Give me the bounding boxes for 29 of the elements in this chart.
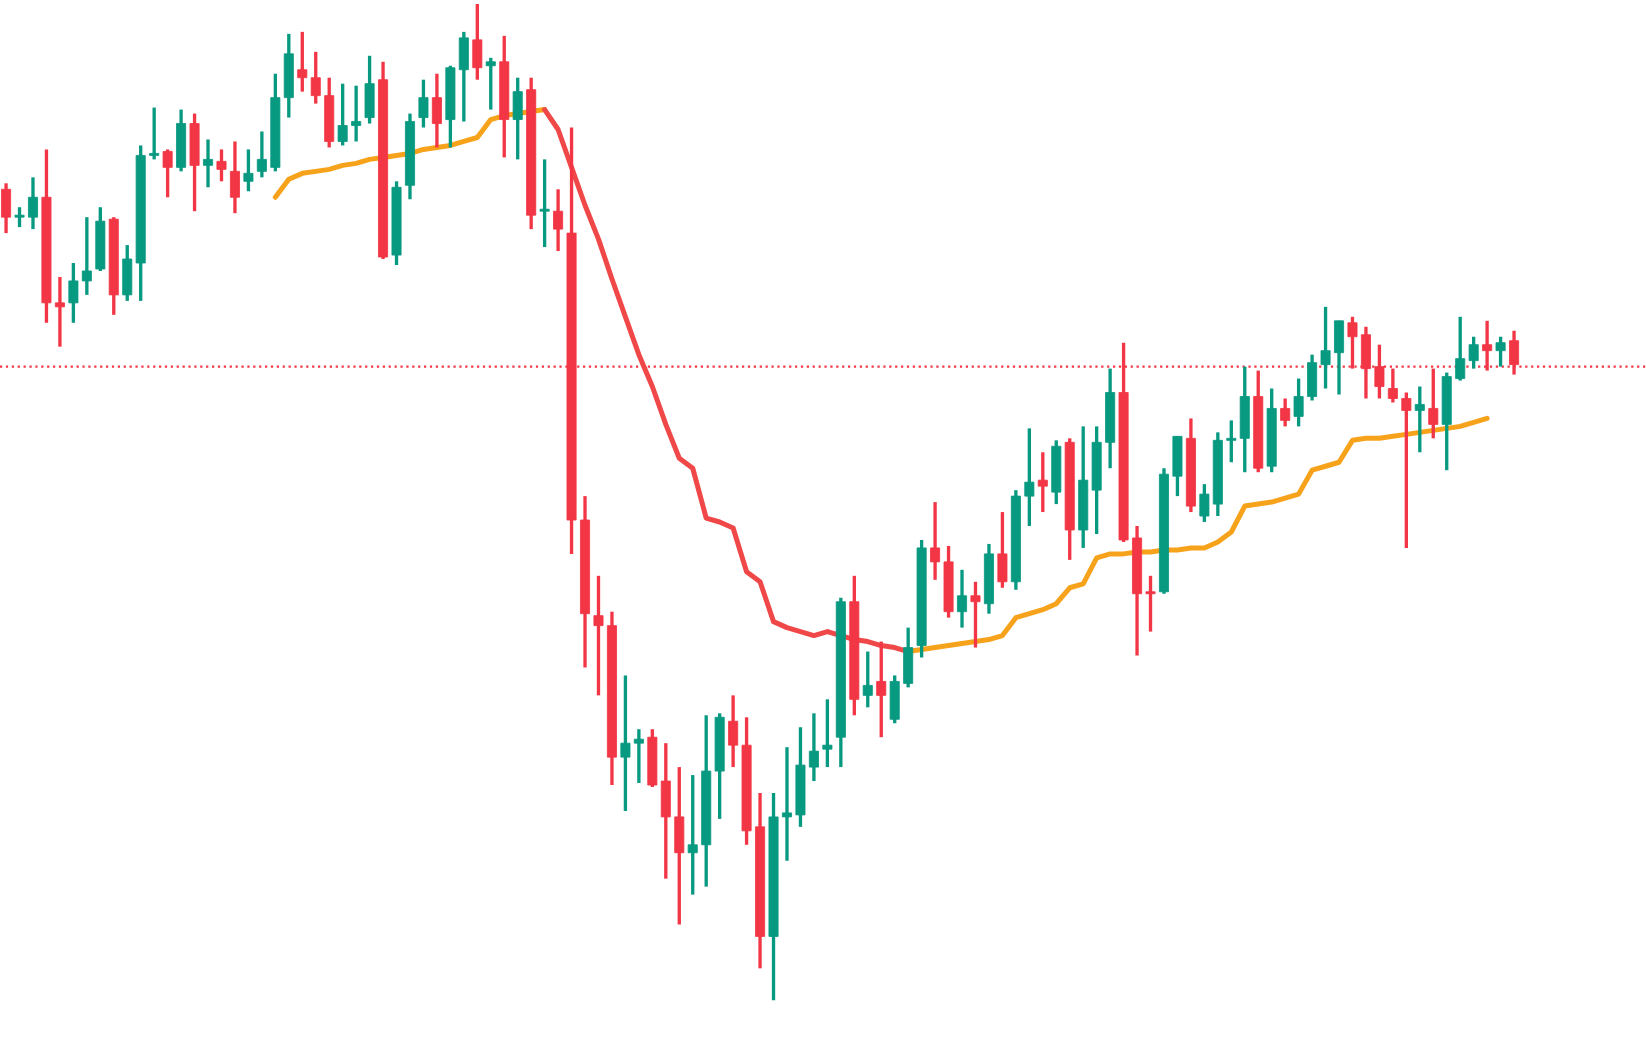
candlestick — [203, 137, 214, 189]
candlestick — [553, 187, 564, 253]
candlestick — [176, 107, 187, 174]
candlestick — [1495, 335, 1506, 369]
candlestick — [512, 76, 523, 162]
candlestick — [485, 56, 496, 112]
candlestick — [229, 139, 240, 215]
candlestick — [876, 639, 887, 739]
candlestick — [418, 78, 429, 130]
candlestick — [364, 54, 375, 126]
candlestick — [216, 147, 227, 183]
candlestick — [1414, 384, 1425, 454]
candlestick — [162, 147, 173, 199]
candlestick — [297, 30, 308, 94]
candlestick — [95, 205, 106, 273]
candlestick — [472, 2, 483, 82]
candlestick — [1037, 450, 1048, 514]
candlestick — [1, 181, 12, 235]
candlestick — [822, 697, 833, 769]
candlestick — [957, 568, 968, 630]
candlestick — [970, 580, 981, 650]
candlestick — [431, 72, 442, 150]
candlestick — [862, 649, 873, 709]
candlestick — [539, 157, 550, 249]
candlestick — [1280, 396, 1291, 429]
candlestick — [1051, 438, 1062, 506]
candlestick — [997, 510, 1008, 590]
candlestick — [189, 111, 200, 213]
candlestick — [243, 147, 254, 193]
